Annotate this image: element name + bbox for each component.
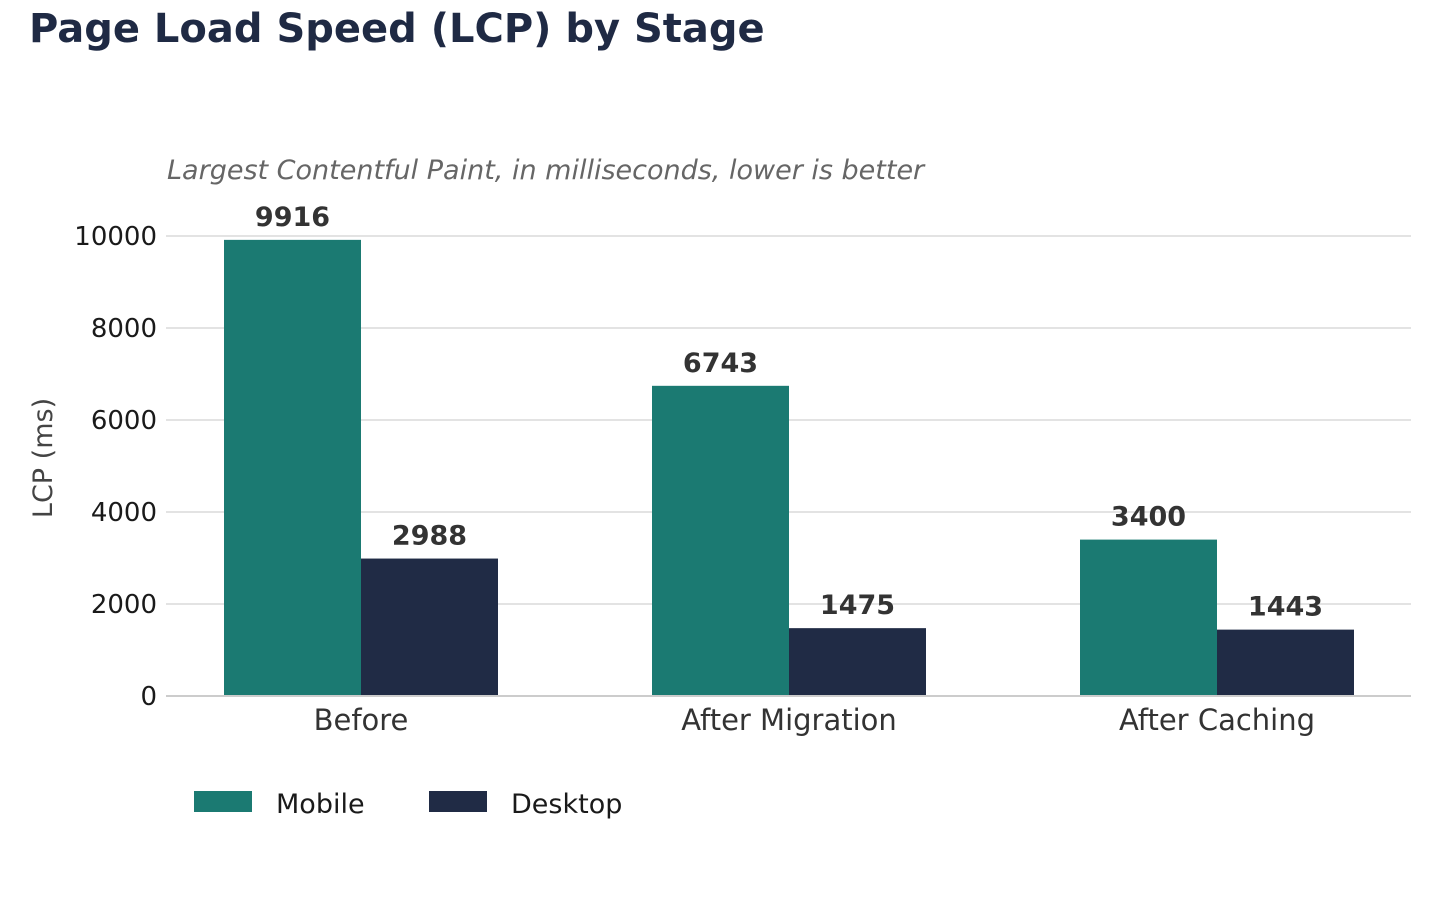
y-tick-label: 6000 xyxy=(91,406,157,436)
y-tick-label: 2000 xyxy=(91,590,157,620)
legend: Mobile Desktop xyxy=(194,789,622,820)
bars xyxy=(224,239,1354,696)
y-axis-title: LCP (ms) xyxy=(28,398,59,518)
bar-mobile-2 xyxy=(1080,539,1217,696)
data-label: 1475 xyxy=(820,590,895,621)
legend-swatch-mobile xyxy=(194,791,252,812)
bar-desktop-0 xyxy=(361,558,498,696)
y-tick-label: 0 xyxy=(140,682,157,712)
y-tick-label: 4000 xyxy=(91,498,157,528)
data-label: 1443 xyxy=(1248,592,1323,623)
data-label: 6743 xyxy=(683,348,758,379)
x-category-label: After Migration xyxy=(681,703,897,737)
legend-swatch-desktop xyxy=(429,791,487,812)
x-axis-categories: Before After Migration After Caching xyxy=(314,703,1315,737)
data-label: 3400 xyxy=(1111,502,1186,533)
legend-label-mobile: Mobile xyxy=(276,789,365,820)
data-label: 2988 xyxy=(392,521,467,552)
legend-label-desktop: Desktop xyxy=(511,789,622,820)
bar-mobile-0 xyxy=(224,239,361,696)
y-tick-label: 8000 xyxy=(91,314,157,344)
y-axis-ticks: 0 2000 4000 6000 8000 10000 xyxy=(74,222,157,712)
x-category-label: Before xyxy=(314,703,409,737)
y-tick-label: 10000 xyxy=(74,222,157,252)
data-label: 9916 xyxy=(255,202,330,233)
bar-mobile-1 xyxy=(652,385,789,696)
bar-desktop-1 xyxy=(789,628,926,696)
chart-title: Page Load Speed (LCP) by Stage xyxy=(29,6,765,52)
data-labels: 9916 2988 6743 1475 3400 1443 xyxy=(255,202,1323,623)
bar-desktop-2 xyxy=(1217,629,1354,696)
chart-subtitle: Largest Contentful Paint, in millisecond… xyxy=(167,155,926,186)
x-category-label: After Caching xyxy=(1119,703,1315,737)
